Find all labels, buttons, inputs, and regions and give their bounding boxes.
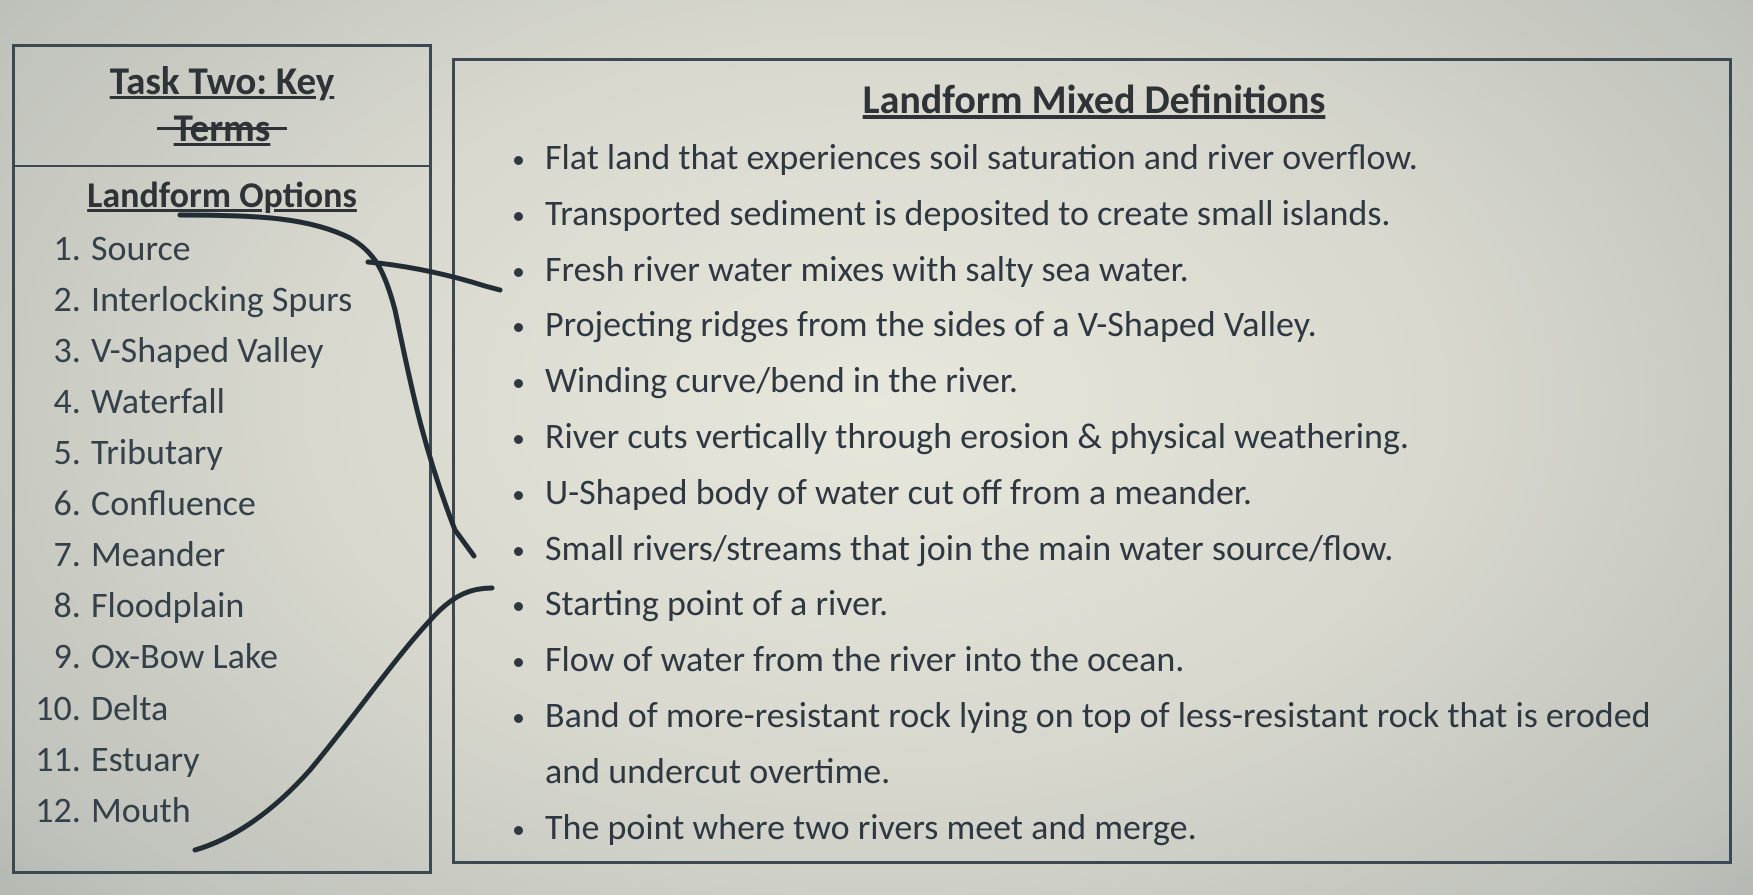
list-item: Fresh river water mixes with salty sea w… <box>539 242 1711 298</box>
list-item: Starting point of a river. <box>539 576 1711 632</box>
definitions-panel: Landform Mixed Definitions Flat land tha… <box>452 58 1732 864</box>
key-terms-panel: Task Two: Key Terms Landform Options Sou… <box>12 44 432 874</box>
list-item: Tributary <box>89 427 429 478</box>
definitions-list: Flat land that experiences soil saturati… <box>477 130 1711 855</box>
list-item: River cuts vertically through erosion & … <box>539 409 1711 465</box>
list-item: The point where two rivers meet and merg… <box>539 800 1711 856</box>
key-terms-title-line2: Terms <box>23 106 421 153</box>
list-item: V-Shaped Valley <box>89 325 429 376</box>
list-item: Confluence <box>89 478 429 529</box>
list-item: Estuary <box>89 734 429 785</box>
list-item: Winding curve/bend in the river. <box>539 353 1711 409</box>
list-item: U-Shaped body of water cut off from a me… <box>539 465 1711 521</box>
list-item: Band of more-resistant rock lying on top… <box>539 688 1711 800</box>
list-item: Waterfall <box>89 376 429 427</box>
list-item: Small rivers/streams that join the main … <box>539 521 1711 577</box>
list-item: Ox-Bow Lake <box>89 631 429 682</box>
header-divider <box>15 165 429 167</box>
landform-options-list: Source Interlocking Spurs V-Shaped Valle… <box>15 223 429 836</box>
list-item: Source <box>89 223 429 274</box>
list-item: Meander <box>89 529 429 580</box>
list-item: Projecting ridges from the sides of a V-… <box>539 297 1711 353</box>
list-item: Interlocking Spurs <box>89 274 429 325</box>
list-item: Mouth <box>89 785 429 836</box>
list-item: Flow of water from the river into the oc… <box>539 632 1711 688</box>
landform-options-heading: Landform Options <box>15 173 429 217</box>
key-terms-title-line1: Task Two: Key <box>23 59 421 106</box>
list-item: Transported sediment is deposited to cre… <box>539 186 1711 242</box>
key-terms-header: Task Two: Key Terms <box>15 47 429 153</box>
list-item: Delta <box>89 683 429 734</box>
list-item: Floodplain <box>89 580 429 631</box>
list-item: Flat land that experiences soil saturati… <box>539 130 1711 186</box>
definitions-title: Landform Mixed Definitions <box>477 75 1711 124</box>
